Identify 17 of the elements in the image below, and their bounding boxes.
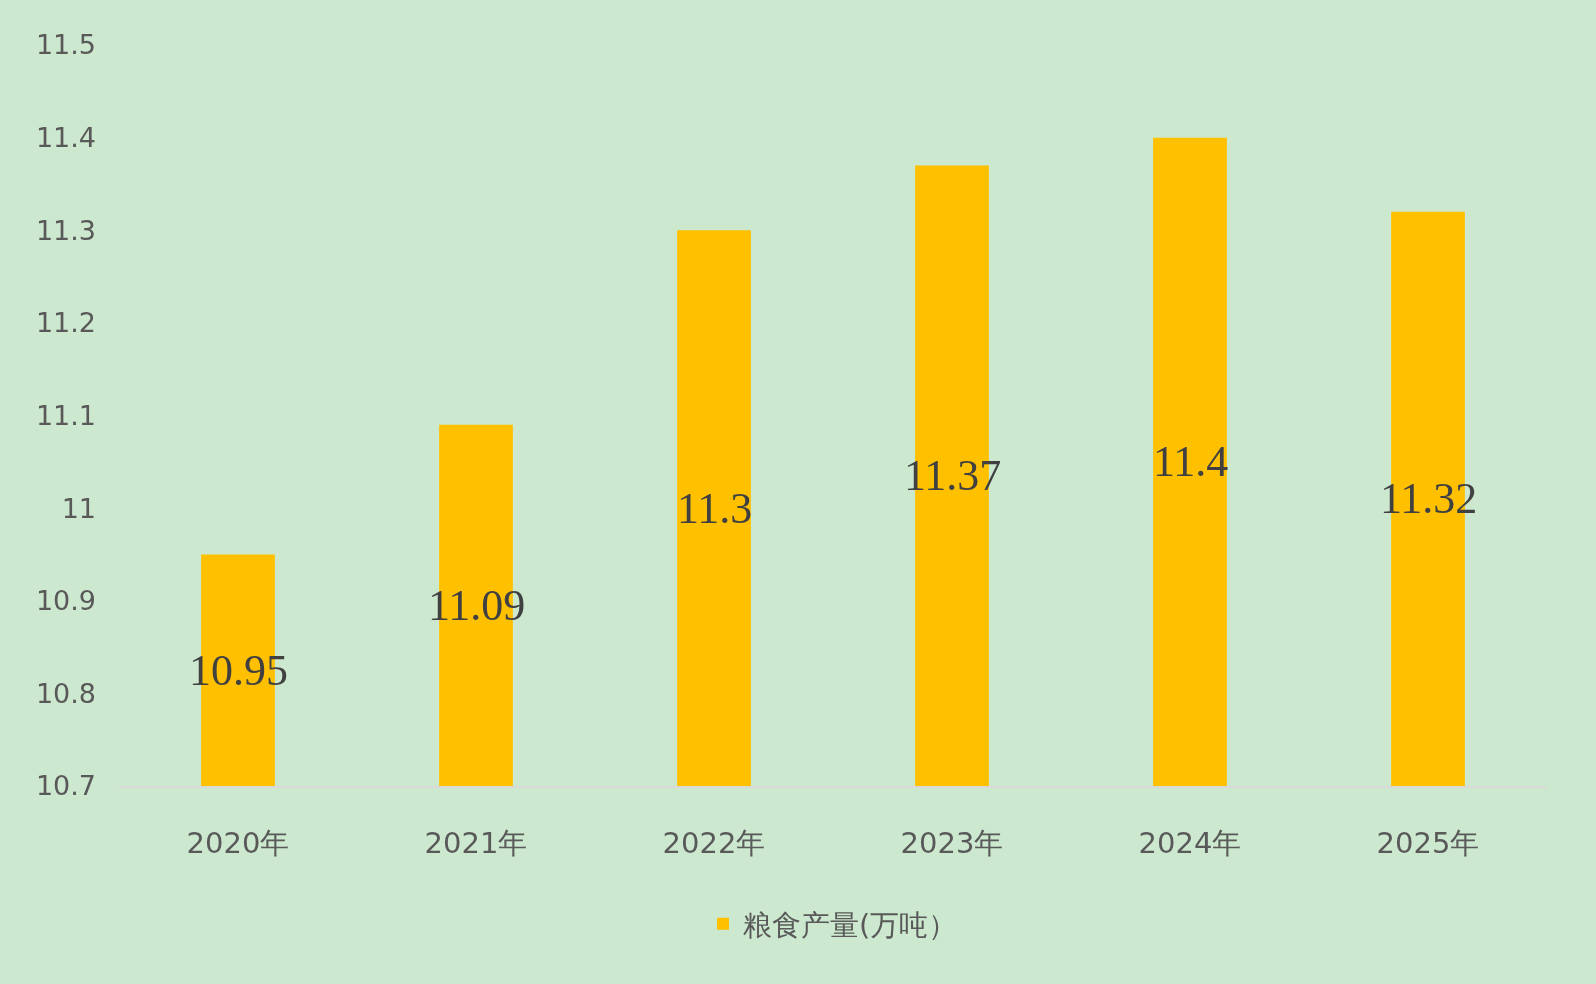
data-label: 11.3	[677, 484, 753, 533]
y-tick-label: 10.7	[35, 770, 96, 802]
y-tick-label: 11.2	[35, 307, 96, 339]
y-tick-label: 11.5	[35, 29, 96, 61]
x-tick-label: 2024年	[1138, 825, 1242, 860]
x-tick-label: 2020年	[186, 825, 290, 860]
x-tick-label: 2025年	[1376, 825, 1480, 860]
y-tick-label: 11.4	[35, 122, 96, 154]
y-tick-label: 10.9	[35, 585, 96, 617]
y-tick-label: 11.3	[35, 214, 96, 246]
x-tick-label: 2022年	[662, 825, 766, 860]
y-tick-label: 11.1	[35, 399, 96, 431]
x-tick-label: 2023年	[900, 825, 1004, 860]
y-tick-label: 11	[61, 492, 96, 524]
y-tick-label: 10.8	[35, 677, 96, 709]
legend-label: 粮食产量(万吨）	[743, 907, 958, 942]
x-tick-label: 2021年	[424, 825, 528, 860]
